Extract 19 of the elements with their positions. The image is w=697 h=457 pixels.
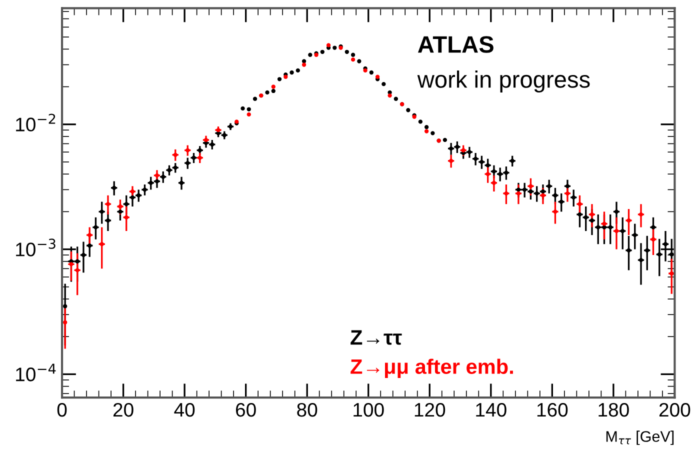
x-tick-label: 140	[476, 402, 506, 417]
text: Z→μμ after emb.	[350, 358, 513, 378]
x-tick-label: 40	[174, 402, 195, 417]
x-tick-label: 60	[236, 402, 256, 417]
x-tick-label: 80	[297, 402, 318, 417]
x-tick-label: 160	[537, 402, 568, 417]
y-tick-label: 10$^{−2}$	[16, 114, 56, 132]
x-tick-label: 20	[113, 402, 134, 417]
x-axis-title: M$_{ττ}$ [GeV]	[606, 430, 674, 445]
x-tick-label: 180	[598, 402, 629, 417]
x-tick-label: 100	[354, 402, 384, 417]
text: Z→ττ	[350, 330, 402, 345]
annotation: ATLAS	[418, 36, 494, 53]
y-tick-label: 10$^{−4}$	[16, 364, 56, 382]
annotation: work in progress	[417, 70, 590, 93]
x-tick-label: 0	[57, 402, 67, 417]
x-tick-label: 200	[659, 402, 690, 417]
y-tick-label: 10$^{−3}$	[16, 238, 56, 256]
x-tick-label: 120	[414, 402, 446, 417]
